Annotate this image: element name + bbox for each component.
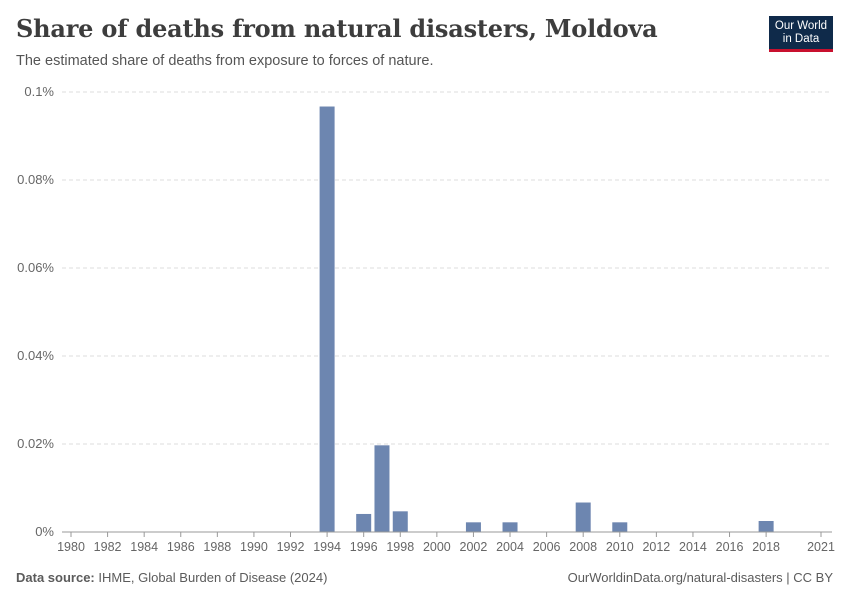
x-tick-label: 2016 [716, 540, 744, 554]
x-tick-label: 1982 [94, 540, 122, 554]
bar-2008[interactable] [575, 502, 591, 532]
x-tick-label: 1992 [277, 540, 305, 554]
logo-line-1: Our World [774, 20, 828, 32]
x-tick-label: 2004 [496, 540, 524, 554]
x-tick-label: 1984 [130, 540, 158, 554]
bar-chart: 0%0.02%0.04%0.06%0.08%0.1% 1980 1982 1984 1… [17, 84, 835, 554]
x-tick-label: 1994 [313, 540, 341, 554]
data-source-text[interactable]: IHME, Global Burden of Disease (2024) [98, 570, 328, 585]
x-tick-label: 2014 [679, 540, 707, 554]
x-tick-label: 1996 [350, 540, 378, 554]
x-tick-label: 2021 [807, 540, 835, 554]
bar-1998[interactable] [392, 511, 408, 532]
owid-logo[interactable]: Our World in Data [769, 16, 833, 52]
x-tick-label: 1998 [386, 540, 414, 554]
bars [319, 106, 774, 533]
x-tick-label: 2012 [642, 540, 670, 554]
bar-2002[interactable] [465, 522, 481, 532]
y-tick-label: 0.1% [24, 84, 54, 99]
y-tick-label: 0% [35, 524, 54, 539]
bar-1997[interactable] [374, 445, 390, 532]
x-tick-label: 2002 [460, 540, 488, 554]
x-tick-label: 2008 [569, 540, 597, 554]
x-tick-label: 1980 [57, 540, 85, 554]
source-url[interactable]: OurWorldinData.org/natural-disasters | C… [567, 570, 833, 585]
data-source: Data source: IHME, Global Burden of Dise… [16, 570, 327, 585]
bar-1994[interactable] [319, 106, 335, 533]
y-tick-label: 0.04% [17, 348, 54, 363]
x-tick-label: 2018 [752, 540, 780, 554]
y-axis-ticks: 0% 0.02% 0.04% 0.06% 0.08% 0.1% [17, 84, 54, 539]
x-tick-label: 1988 [203, 540, 231, 554]
x-tick-label: 2010 [606, 540, 634, 554]
x-tick-label: 1990 [240, 540, 268, 554]
x-tick-label: 1986 [167, 540, 195, 554]
bar-2010[interactable] [612, 522, 628, 532]
chart-subtitle: The estimated share of deaths from expos… [16, 53, 434, 69]
x-tick-label: 2000 [423, 540, 451, 554]
y-tick-label: 0.02% [17, 436, 54, 451]
bar-1996[interactable] [356, 513, 372, 532]
bar-2018[interactable] [758, 521, 774, 532]
logo-line-2: in Data [782, 32, 820, 45]
y-tick-label: 0.06% [17, 260, 54, 275]
chart-title: Share of deaths from natural disasters, … [16, 14, 658, 43]
bar-2004[interactable] [502, 522, 518, 532]
x-tick-label: 2006 [533, 540, 561, 554]
y-tick-label: 0.08% [17, 172, 54, 187]
data-source-label: Data source: [16, 570, 95, 585]
x-axis: 1980 1982 1984 1986 1988 1990 1992 1994 1996 1998… [57, 531, 835, 554]
gridlines [62, 91, 832, 445]
